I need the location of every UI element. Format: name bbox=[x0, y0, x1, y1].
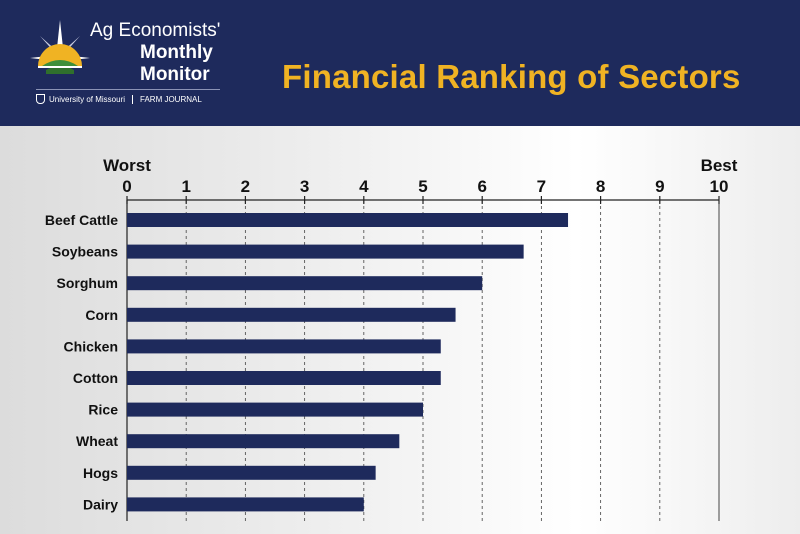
tick-label: 0 bbox=[122, 177, 131, 196]
category-label: Dairy bbox=[83, 496, 118, 512]
category-label: Wheat bbox=[76, 433, 118, 449]
category-label: Corn bbox=[85, 307, 118, 323]
bar bbox=[127, 434, 400, 449]
bar bbox=[127, 402, 423, 417]
university-shield-icon bbox=[36, 94, 45, 104]
tick-label: 3 bbox=[300, 177, 309, 196]
category-label: Beef Cattle bbox=[45, 212, 118, 228]
tick-label: 8 bbox=[596, 177, 605, 196]
bar bbox=[127, 213, 569, 227]
axis-end-label-best: Best bbox=[701, 156, 738, 175]
tick-label: 10 bbox=[710, 177, 729, 196]
logo-text-line1: Ag Economists' bbox=[90, 20, 221, 41]
tick-label: 6 bbox=[477, 177, 486, 196]
tick-label: 4 bbox=[359, 177, 369, 196]
partner-farm-journal: FARM JOURNAL bbox=[140, 94, 202, 104]
tick-label: 1 bbox=[181, 177, 190, 196]
logo-partners: University of Missouri FARM JOURNAL bbox=[36, 94, 202, 104]
chart-area: 0 1 2 3 4 5 6 7 8 9 10 Worst Best Beef Cattle Soybeans… bbox=[0, 126, 800, 534]
header-banner: Ag Economists' Monthly Monitor Universit… bbox=[0, 0, 800, 126]
category-label: Chicken bbox=[64, 338, 118, 354]
bar bbox=[127, 307, 456, 322]
page-title: Financial Ranking of Sectors bbox=[282, 58, 741, 95]
logo-text-line3: Monitor bbox=[140, 64, 210, 85]
tick-label: 5 bbox=[418, 177, 427, 196]
bar bbox=[127, 276, 483, 291]
category-label: Soybeans bbox=[52, 244, 118, 260]
bar bbox=[127, 244, 524, 259]
compass-sunrise-icon bbox=[30, 20, 90, 74]
category-label: Hogs bbox=[83, 465, 118, 481]
partner-separator bbox=[132, 94, 134, 104]
bar bbox=[127, 371, 441, 385]
bar-chart: 0 1 2 3 4 5 6 7 8 9 10 Worst Best Beef Cattle Soybeans… bbox=[45, 156, 738, 521]
logo: Ag Economists' Monthly Monitor Universit… bbox=[28, 14, 228, 114]
bar bbox=[127, 339, 441, 354]
bar bbox=[127, 497, 364, 512]
category-label: Sorghum bbox=[57, 275, 118, 291]
bar bbox=[127, 465, 376, 480]
partner-university: University of Missouri bbox=[49, 94, 126, 104]
logo-text-line2: Monthly bbox=[140, 42, 213, 63]
category-label: Cotton bbox=[73, 370, 118, 386]
category-label: Rice bbox=[88, 402, 118, 418]
tick-label: 2 bbox=[241, 177, 250, 196]
logo-divider bbox=[36, 89, 220, 90]
tick-label: 9 bbox=[655, 177, 664, 196]
tick-label: 7 bbox=[537, 177, 546, 196]
axis-end-label-worst: Worst bbox=[103, 156, 151, 175]
